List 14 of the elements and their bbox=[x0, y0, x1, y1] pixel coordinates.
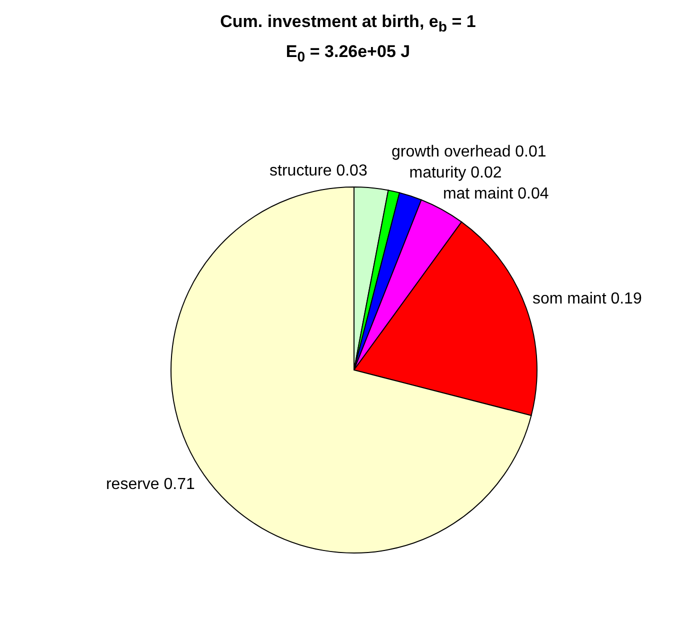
chart-subtitle: E$_{0}$ = 3.26e+05 J bbox=[284, 42, 412, 66]
slice-label: growth overhead bbox=[392, 144, 511, 161]
slice-label: reserve bbox=[106, 476, 160, 494]
data-label: 0.02 bbox=[470, 164, 502, 182]
chart-title: Cum. investment at birth, e$_{b}$ = 1 bbox=[219, 12, 477, 36]
data-label: 0.01 bbox=[515, 144, 546, 161]
slice-label: som maint bbox=[532, 290, 607, 308]
data-label: 0.71 bbox=[164, 476, 196, 494]
data-label: 0.03 bbox=[336, 162, 368, 180]
slice-label: maturity bbox=[409, 164, 466, 182]
slice-label: mat maint bbox=[442, 186, 514, 203]
data-label: 0.04 bbox=[518, 186, 549, 203]
data-label: 0.19 bbox=[610, 290, 642, 308]
slice-label: structure bbox=[270, 162, 332, 180]
